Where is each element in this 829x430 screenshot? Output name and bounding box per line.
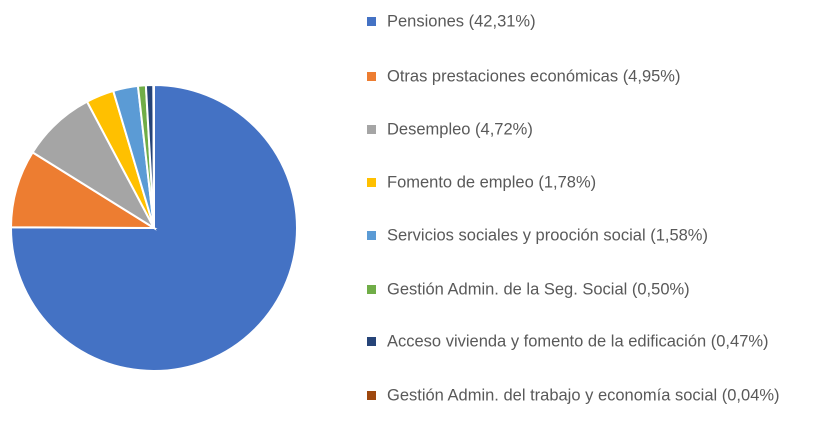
- legend-label: Pensiones (42,31%): [387, 12, 536, 30]
- pie-slice: [152, 83, 155, 229]
- legend-swatch: [367, 391, 376, 400]
- pie-slice: [10, 83, 298, 372]
- legend-label: Fomento de empleo (1,78%): [387, 173, 596, 191]
- legend-swatch: [367, 72, 376, 81]
- legend-label: Desempleo (4,72%): [387, 120, 533, 138]
- legend-label: Otras prestaciones económicas (4,95%): [387, 67, 680, 85]
- legend-label: Servicios sociales y prooción social (1,…: [387, 226, 708, 244]
- legend-swatch: [367, 337, 376, 346]
- legend-swatch: [367, 178, 376, 187]
- legend-label: Gestión Admin. de la Seg. Social (0,50%): [387, 280, 690, 298]
- legend-swatch: [367, 125, 376, 134]
- legend-swatch: [367, 285, 376, 294]
- legend-swatch: [367, 17, 376, 26]
- legend-swatch: [367, 231, 376, 240]
- legend-label: Gestión Admin. del trabajo y economía so…: [387, 386, 780, 404]
- legend-label: Acceso vivienda y fomento de la edificac…: [387, 332, 769, 350]
